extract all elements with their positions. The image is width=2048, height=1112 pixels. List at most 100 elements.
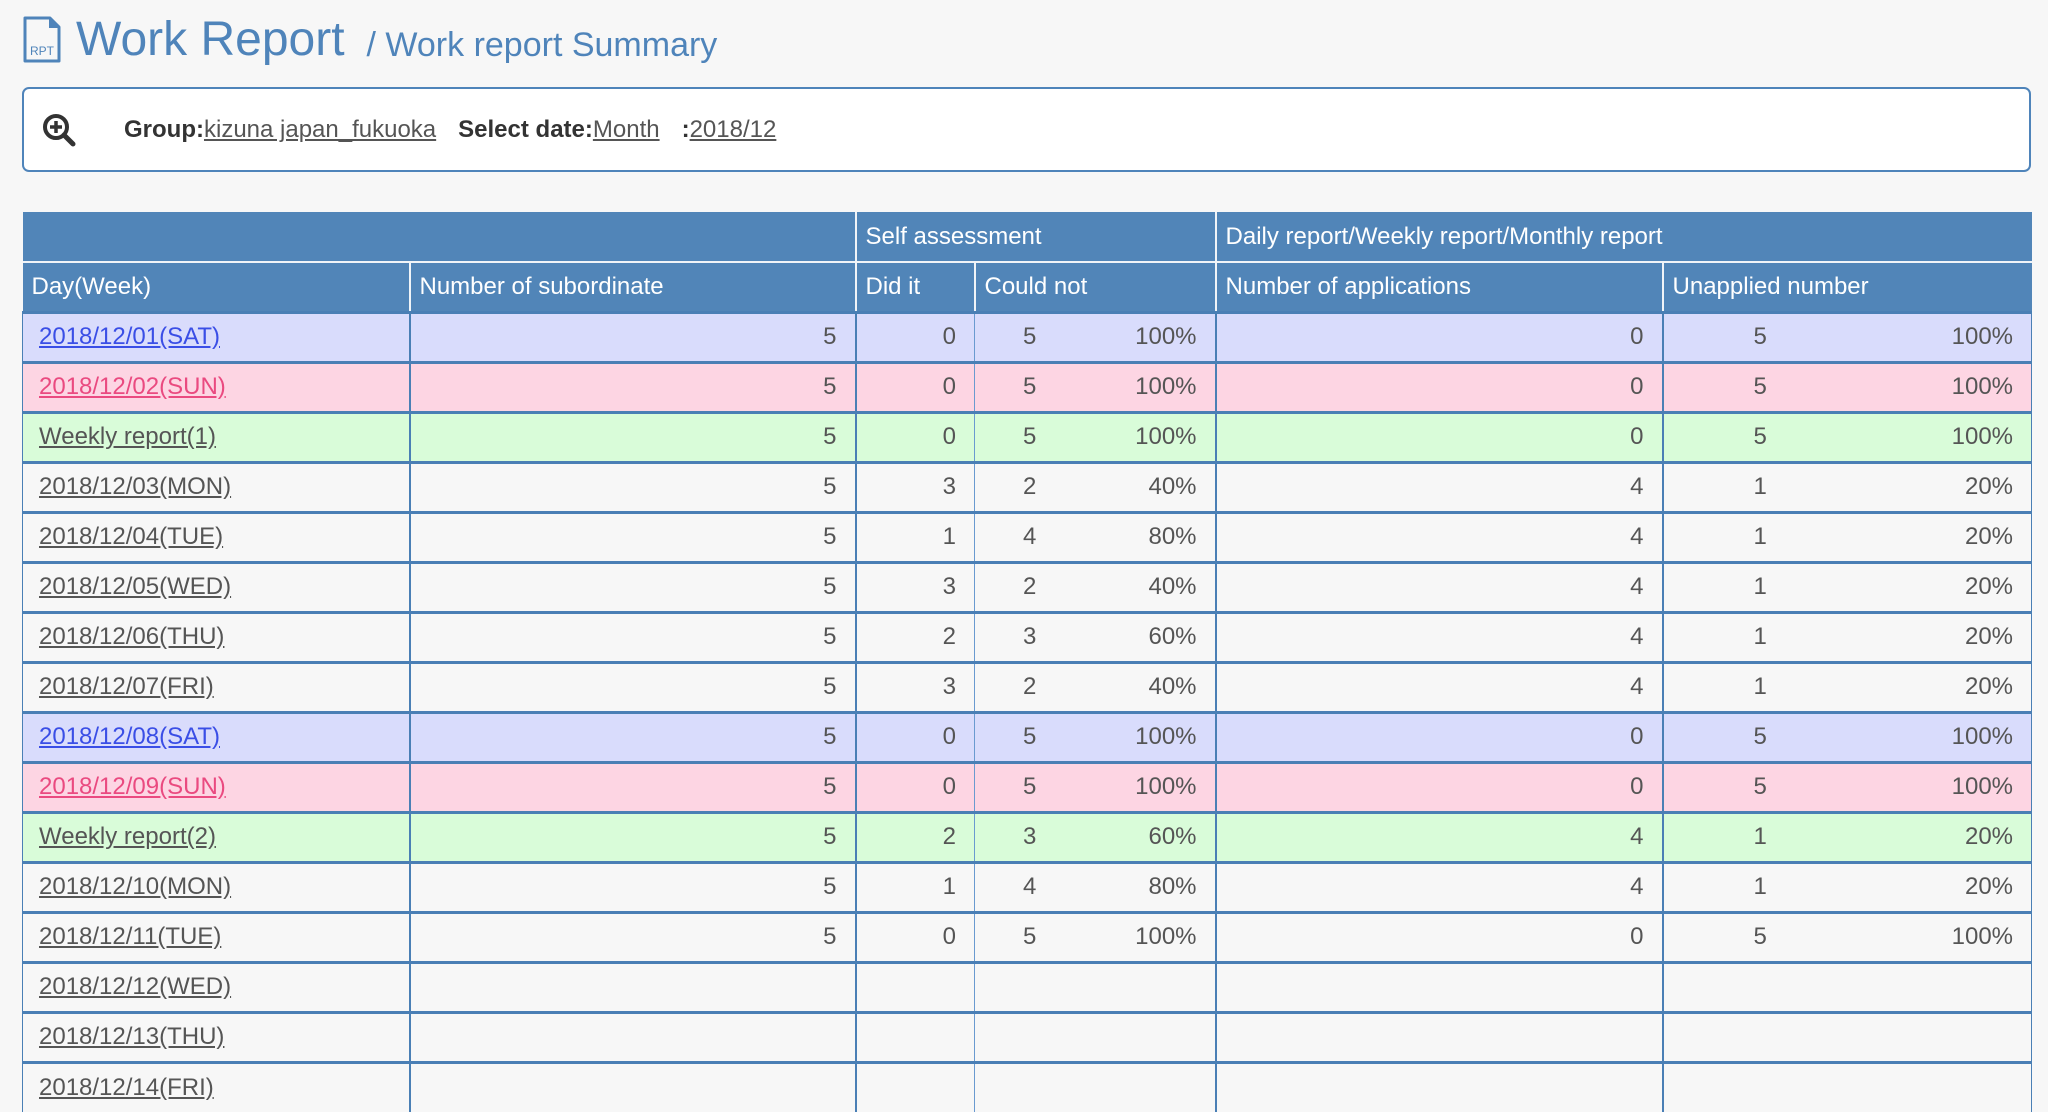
unapplied-percent: 20% [1964,873,2014,900]
select-date-label: Select date: [458,115,593,143]
unapplied-percent: 100% [1951,323,2014,350]
table-row: 2018/12/01(SAT) 5 0 5 100% 0 5 100% [22,310,2033,362]
did-cell: 1 [854,510,975,562]
subordinates-cell: 5 [408,910,856,962]
could-not-percent: 100% [1135,373,1197,400]
day-link[interactable]: Weekly report(2) [39,823,216,850]
could-not-cell [973,1010,1216,1062]
table-row: 2018/12/04(TUE) 5 1 4 80% 4 1 20% [22,510,2033,562]
could-not-percent: 100% [1135,323,1197,350]
day-link[interactable]: 2018/12/08(SAT) [39,723,220,750]
day-link[interactable]: 2018/12/09(SUN) [39,773,226,800]
table-row: 2018/12/02(SUN) 5 0 5 100% 0 5 100% [22,360,2033,412]
table-row: Weekly report(2) 5 2 3 60% 4 1 20% [22,810,2033,862]
subordinates-cell: 5 [408,510,856,562]
search-filters: Group: kizuna japan_fukuoka Select date:… [124,116,776,144]
unapplied-cell [1661,960,2033,1012]
did-cell: 2 [854,610,975,662]
date-separator: : [681,115,690,143]
could-not-count: 2 [1023,573,1037,600]
group-link[interactable]: kizuna japan_fukuoka [203,115,437,143]
unapplied-percent: 100% [1951,923,2014,950]
day-cell: 2018/12/02(SUN) [22,360,410,412]
day-cell: 2018/12/13(THU) [22,1010,410,1062]
could-not-cell: 5 100% [973,710,1216,762]
group-label: Group: [124,115,204,143]
table-row: 2018/12/11(TUE) 5 0 5 100% 0 5 100% [22,910,2033,962]
could-not-count: 5 [1023,723,1037,750]
day-cell: 2018/12/05(WED) [22,560,410,612]
table-row: 2018/12/06(THU) 5 2 3 60% 4 1 20% [22,610,2033,662]
day-link[interactable]: 2018/12/13(THU) [39,1023,225,1050]
could-not-cell: 3 60% [973,610,1216,662]
day-link[interactable]: 2018/12/14(FRI) [39,1073,214,1101]
did-cell [854,1010,975,1062]
could-not-cell: 5 100% [973,910,1216,962]
unapplied-percent: 100% [1951,373,2014,400]
unapplied-cell: 1 20% [1661,610,2033,662]
table-row: 2018/12/09(SUN) 5 0 5 100% 0 5 100% [22,760,2033,812]
could-not-percent: 100% [1135,923,1197,950]
applications-cell: 4 [1214,810,1663,862]
day-link[interactable]: 2018/12/07(FRI) [39,673,214,700]
subordinates-cell [408,1060,856,1112]
applications-cell: 0 [1214,310,1663,362]
subordinates-cell: 5 [408,760,856,812]
table-row: 2018/12/08(SAT) 5 0 5 100% 0 5 100% [22,710,2033,762]
day-cell: Weekly report(2) [22,810,410,862]
summary-table: Self assessment Daily report/Weekly repo… [22,212,2033,1112]
unapplied-percent: 20% [1964,823,2014,850]
table-row: 2018/12/12(WED) [22,960,2033,1012]
unapplied-cell: 5 100% [1661,360,2033,412]
could-not-cell: 2 40% [973,460,1216,512]
day-link[interactable]: 2018/12/11(TUE) [39,923,222,950]
table-row: 2018/12/10(MON) 5 1 4 80% 4 1 20% [22,860,2033,912]
could-not-cell [973,960,1216,1012]
did-cell: 0 [854,760,975,812]
day-link[interactable]: 2018/12/12(WED) [39,973,232,1000]
day-cell: 2018/12/10(MON) [22,860,410,912]
col-day: Day(Week) [22,262,410,312]
page-title: Work Report [76,13,345,66]
could-not-count: 4 [1023,873,1037,900]
unapplied-count: 1 [1753,873,1767,900]
zoom-in-icon[interactable] [42,113,76,147]
day-cell: 2018/12/09(SUN) [22,760,410,812]
could-not-cell: 3 60% [973,810,1216,862]
applications-cell: 0 [1214,760,1663,812]
unapplied-count: 1 [1753,823,1767,850]
unapplied-cell: 5 100% [1661,310,2033,362]
did-cell: 2 [854,810,975,862]
table-row: 2018/12/13(THU) [22,1010,2033,1062]
applications-cell: 4 [1214,610,1663,662]
subordinates-cell: 5 [408,710,856,762]
unapplied-cell: 5 100% [1661,910,2033,962]
day-link[interactable]: 2018/12/06(THU) [39,623,225,650]
unapplied-cell: 1 20% [1661,510,2033,562]
unapplied-cell: 1 20% [1661,660,2033,712]
day-link[interactable]: 2018/12/10(MON) [39,873,232,900]
day-cell: 2018/12/06(THU) [22,610,410,662]
day-link[interactable]: 2018/12/02(SUN) [39,373,226,400]
day-link[interactable]: 2018/12/03(MON) [39,473,232,500]
subordinates-cell [408,960,856,1012]
applications-cell [1214,960,1663,1012]
applications-cell: 4 [1214,860,1663,912]
subordinates-cell: 5 [408,860,856,912]
page-subtitle: / Work report Summary [366,26,718,64]
unapplied-cell: 1 20% [1661,860,2033,912]
day-link[interactable]: 2018/12/01(SAT) [39,323,220,350]
date-mode-link[interactable]: Month [592,115,660,143]
subordinates-cell: 5 [408,410,856,462]
day-link[interactable]: 2018/12/05(WED) [39,573,232,600]
day-link[interactable]: Weekly report(1) [39,423,216,450]
unapplied-count: 1 [1753,473,1767,500]
date-value-link[interactable]: 2018/12 [689,115,777,143]
day-link[interactable]: 2018/12/04(TUE) [39,523,224,550]
could-not-percent: 60% [1148,823,1197,850]
unapplied-cell: 5 100% [1661,760,2033,812]
unapplied-percent: 20% [1964,523,2014,550]
could-not-cell: 5 100% [973,760,1216,812]
unapplied-count: 5 [1753,723,1767,750]
applications-cell: 0 [1214,710,1663,762]
